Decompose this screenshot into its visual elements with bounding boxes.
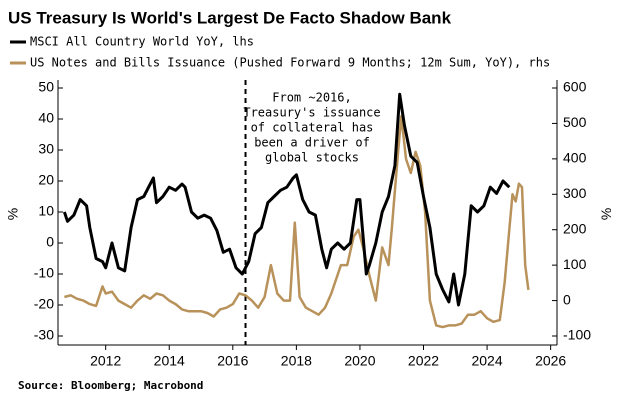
y-tick-label: 50 (38, 79, 54, 95)
chart-title: US Treasury Is World's Largest De Facto … (8, 8, 452, 27)
y-tick-label: 0 (46, 234, 54, 250)
annotation: Treasury's issuance (243, 106, 380, 120)
y2-tick-label: 400 (563, 150, 587, 166)
y2-tick-label: 300 (563, 185, 587, 201)
annotation: been a driver of (254, 136, 370, 150)
y2-tick-label: 500 (563, 114, 587, 130)
x-tick-label: 2014 (154, 353, 185, 369)
y-axis-label: % (5, 208, 21, 220)
x-tick-label: 2016 (217, 353, 248, 369)
y-tick-label: 10 (38, 203, 54, 219)
annotation: From ~2016, (272, 91, 351, 105)
legend-label: US Notes and Bills Issuance (Pushed Forw… (30, 56, 550, 70)
y-tick-label: 20 (38, 172, 54, 188)
annotation: of collateral has (251, 121, 374, 135)
y-tick-label: -20 (34, 296, 54, 312)
annotation: global stocks (265, 151, 359, 165)
y2-tick-label: 600 (563, 79, 587, 95)
x-tick-label: 2024 (471, 353, 502, 369)
y2-tick-label: -100 (563, 327, 591, 343)
x-tick-label: 2018 (281, 353, 312, 369)
legend-label: MSCI All Country World YoY, lhs (30, 35, 254, 49)
x-tick-label: 2020 (344, 353, 375, 369)
source: Source: Bloomberg; Macrobond (18, 379, 203, 392)
series-line (62, 92, 511, 307)
y2-axis-label: % (598, 208, 614, 220)
y2-tick-label: 200 (563, 220, 587, 236)
series-line (64, 115, 530, 329)
y-tick-label: -30 (34, 327, 54, 343)
x-tick-label: 2022 (408, 353, 439, 369)
y2-tick-label: 0 (563, 291, 571, 307)
y-tick-label: 40 (38, 110, 54, 126)
x-tick-label: 2012 (90, 353, 121, 369)
y-tick-label: -10 (34, 265, 54, 281)
y2-tick-label: 100 (563, 256, 587, 272)
y-tick-label: 30 (38, 141, 54, 157)
x-tick-label: 2026 (535, 353, 566, 369)
